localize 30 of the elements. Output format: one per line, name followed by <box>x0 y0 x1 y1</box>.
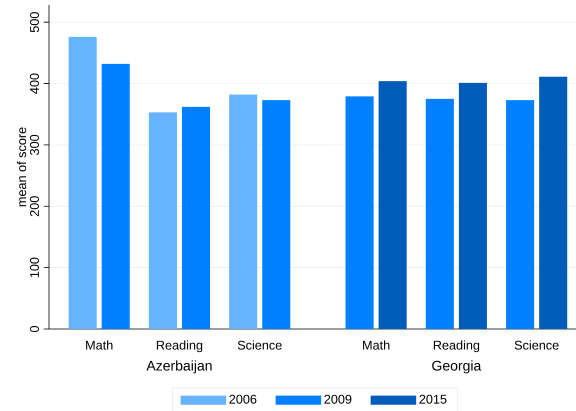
x-tick-label: Reading <box>434 340 480 352</box>
bar <box>506 100 534 329</box>
x-tick-label: Science <box>514 340 559 350</box>
bar <box>346 96 374 329</box>
y-tick-label: 100 <box>30 258 39 278</box>
x-tick-label: Reading <box>156 340 202 352</box>
text: Georgia <box>432 360 482 374</box>
x-tick-label: Math <box>363 340 390 350</box>
bar <box>182 106 210 329</box>
y-tick-label: 500 <box>30 12 39 32</box>
bar <box>426 98 454 329</box>
text: Azerbaijan <box>146 360 212 374</box>
bar <box>378 81 407 329</box>
legend-label: 2006 <box>229 394 256 404</box>
x-tick-label: Science <box>238 340 282 350</box>
y-tick-label: 0 <box>30 326 39 332</box>
y-tick-label: 300 <box>30 134 39 155</box>
bar <box>539 76 568 329</box>
bar <box>229 94 258 329</box>
bar <box>148 112 177 329</box>
y-tick-label: 200 <box>30 196 39 216</box>
bar <box>68 36 97 329</box>
x-tick-label: Math <box>86 340 112 350</box>
bar <box>458 82 487 329</box>
bar <box>262 100 290 329</box>
legend-label: 2009 <box>324 394 352 404</box>
y-tick-label: 400 <box>30 73 39 94</box>
y-axis-title: mean of score <box>16 127 26 206</box>
bar <box>102 64 130 329</box>
legend-label: 2015 <box>419 394 446 404</box>
